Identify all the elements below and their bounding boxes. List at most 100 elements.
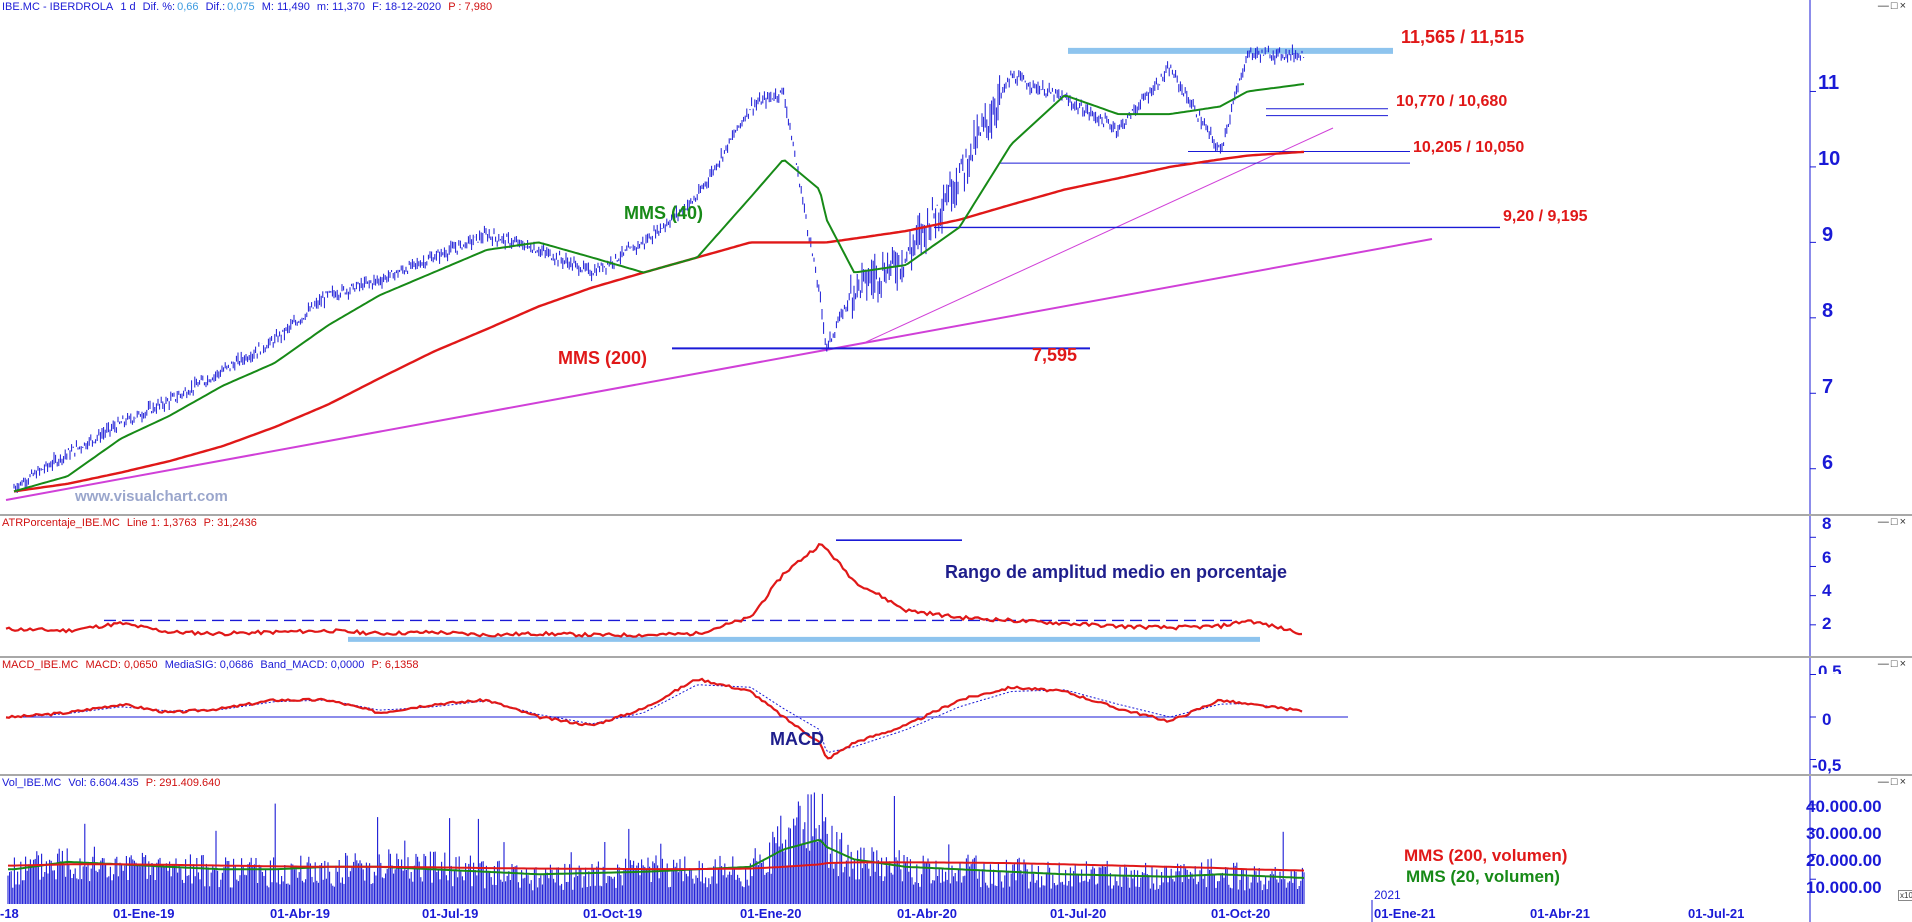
minimize-icon[interactable]: — [1877, 658, 1891, 670]
vol-p-label: P: 291.409.640 [145, 777, 221, 789]
vol-mms200-label: MMS (200, volumen) [1404, 846, 1568, 865]
maximize-icon[interactable]: □ [1890, 658, 1900, 670]
price-panel[interactable]: IBE.MC - IBERDROLA 1 d Dif. %: 0,66 Dif.:… [0, 0, 1912, 514]
macd-annotation: MACD [770, 729, 824, 749]
maximize-icon[interactable]: □ [1890, 516, 1900, 528]
x-axis-label: 01-Abr-21 [1530, 906, 1590, 921]
atr-line [5, 542, 1303, 638]
atr-chart-svg [5, 516, 1816, 656]
trendline-long [5, 238, 1433, 501]
dif-label: Dif.: [205, 1, 226, 13]
x-axis-label: 01-Ene-21 [1374, 906, 1436, 921]
panel-separator[interactable] [0, 774, 1912, 776]
x-axis-label: 01-Oct-20 [1211, 906, 1271, 921]
atr-name-label: ATRPorcentaje_IBE.MC [2, 517, 120, 529]
minimize-icon[interactable]: — [1877, 776, 1891, 788]
vol-mms20-label: MMS (20, volumen) [1406, 867, 1560, 886]
maximize-icon[interactable]: □ [1890, 776, 1900, 788]
macd-panel-header: MACD_IBE.MC MACD: 0,0650 MediaSIG: 0,068… [0, 658, 423, 672]
atr-panel-window-buttons: —□× [1878, 517, 1908, 528]
vol-mms200-line [8, 861, 1304, 872]
minimize-icon[interactable]: — [1877, 516, 1891, 528]
max-label: M: 11,490 [261, 1, 310, 13]
minimize-icon[interactable]: — [1877, 0, 1891, 12]
macd-value-label: MACD: 0,0650 [85, 659, 158, 671]
panel-separator[interactable] [0, 514, 1912, 516]
x-axis-label: 01-Ene-19 [113, 906, 175, 921]
level-3-label: 10,205 / 10,050 [1413, 139, 1525, 156]
atr-y-tick: 8 [1822, 516, 1832, 533]
level-2-label: 10,770 / 10,680 [1396, 93, 1508, 110]
date-label: F: 18-12-2020 [372, 1, 442, 13]
watermark: www.visualchart.com [75, 488, 228, 505]
macd-y-tick: 0 [1822, 710, 1832, 729]
mms40-line [13, 83, 1305, 493]
mms40-label: MMS (40) [624, 203, 704, 223]
symbol-label: IBE.MC - IBERDROLA [2, 1, 114, 13]
y-tick-label: 7 [1822, 376, 1834, 398]
p-label: P : 7,980 [448, 1, 493, 13]
x-axis-label: 01-Ene-20 [740, 906, 802, 921]
atr-annotation: Rango de amplitud medio en porcentaje [945, 562, 1288, 582]
atr-y-tick: 2 [1822, 614, 1832, 633]
dif-pct-value: 0,66 [177, 1, 199, 13]
x-axis-label: 01-Abr-20 [897, 906, 957, 921]
atr-panel-header: ATRPorcentaje_IBE.MC Line 1: 1,3763 P: 3… [0, 516, 261, 530]
macd-name-label: MACD_IBE.MC [2, 659, 79, 671]
y-tick-label: 8 [1822, 300, 1834, 322]
atr-p-label: P: 31,2436 [203, 517, 257, 529]
price-chart-svg [5, 0, 1816, 514]
x-axis-label: 01-Jul-21 [1688, 906, 1745, 921]
volume-chart-svg [7, 776, 1816, 922]
close-icon[interactable]: × [1899, 0, 1908, 12]
scale-note: x10 [1898, 890, 1912, 901]
y-tick-label: 9 [1822, 224, 1834, 246]
panel-separator[interactable] [0, 656, 1912, 658]
vol-mms20-line [8, 838, 1305, 879]
macd-band-label: Band_MACD: 0,0000 [260, 659, 365, 671]
y-tick-label: 11 [1818, 72, 1840, 94]
volume-panel-header: Vol_IBE.MC Vol: 6.604.435 P: 291.409.640 [0, 776, 224, 790]
resistance-label: 11,565 / 11,515 [1401, 27, 1525, 47]
x-axis-label: 01-Jul-19 [422, 906, 479, 921]
trendline-short [865, 127, 1334, 343]
macd-panel[interactable]: MACD_IBE.MC MACD: 0,0650 MediaSIG: 0,068… [0, 658, 1912, 774]
vol-value-label: Vol: 6.604.435 [68, 777, 139, 789]
macd-y-tick: -0,5 [1812, 756, 1842, 774]
y-tick-label: 6 [1822, 452, 1834, 474]
macd-line [5, 677, 1303, 760]
volume-panel-window-buttons: —□× [1878, 777, 1908, 788]
vol-y-tick: 10.000.00 [1806, 878, 1882, 897]
dif-value: 0,075 [227, 1, 255, 13]
close-icon[interactable]: × [1899, 516, 1908, 528]
vol-y-tick: 30.000.00 [1806, 824, 1882, 843]
macd-p-label: P: 6,1358 [371, 659, 419, 671]
x-axis-label: 01-Oct-19 [583, 906, 643, 921]
atr-y-tick: 4 [1822, 581, 1832, 600]
macd-chart-svg [5, 658, 1816, 774]
mms200-label: MMS (200) [558, 348, 648, 368]
atr-panel[interactable]: ATRPorcentaje_IBE.MC Line 1: 1,3763 P: 3… [0, 516, 1912, 656]
price-panel-window-buttons: —□× [1878, 1, 1908, 12]
vol-y-tick: 20.000.00 [1806, 851, 1882, 870]
close-icon[interactable]: × [1899, 658, 1908, 670]
volume-panel[interactable]: Vol_IBE.MC Vol: 6.604.435 P: 291.409.640… [0, 776, 1912, 922]
interval-label: 1 d [120, 1, 136, 13]
vol-name-label: Vol_IBE.MC [2, 777, 62, 789]
macd-panel-window-buttons: —□× [1878, 659, 1908, 670]
level-4-label: 9,20 / 9,195 [1503, 208, 1588, 225]
macd-signal-label: MediaSIG: 0,0686 [164, 659, 254, 671]
x-axis-label: -18 [0, 906, 19, 921]
atr-y-tick: 6 [1822, 548, 1832, 567]
vol-y-tick: 40.000.00 [1806, 797, 1882, 816]
maximize-icon[interactable]: □ [1890, 0, 1900, 12]
low-label: 7,595 [1032, 345, 1078, 365]
dif-pct-label: Dif. %: [142, 1, 176, 13]
x-axis-label: 01-Abr-19 [270, 906, 330, 921]
year-marker: 2021 [1374, 888, 1401, 902]
price-panel-header: IBE.MC - IBERDROLA 1 d Dif. %: 0,66 Dif.:… [0, 0, 496, 14]
macd-y-tick: 0,5 [1818, 662, 1842, 674]
close-icon[interactable]: × [1899, 776, 1908, 788]
y-tick-label: 10 [1818, 148, 1841, 170]
macd-signal-line [6, 684, 1303, 753]
